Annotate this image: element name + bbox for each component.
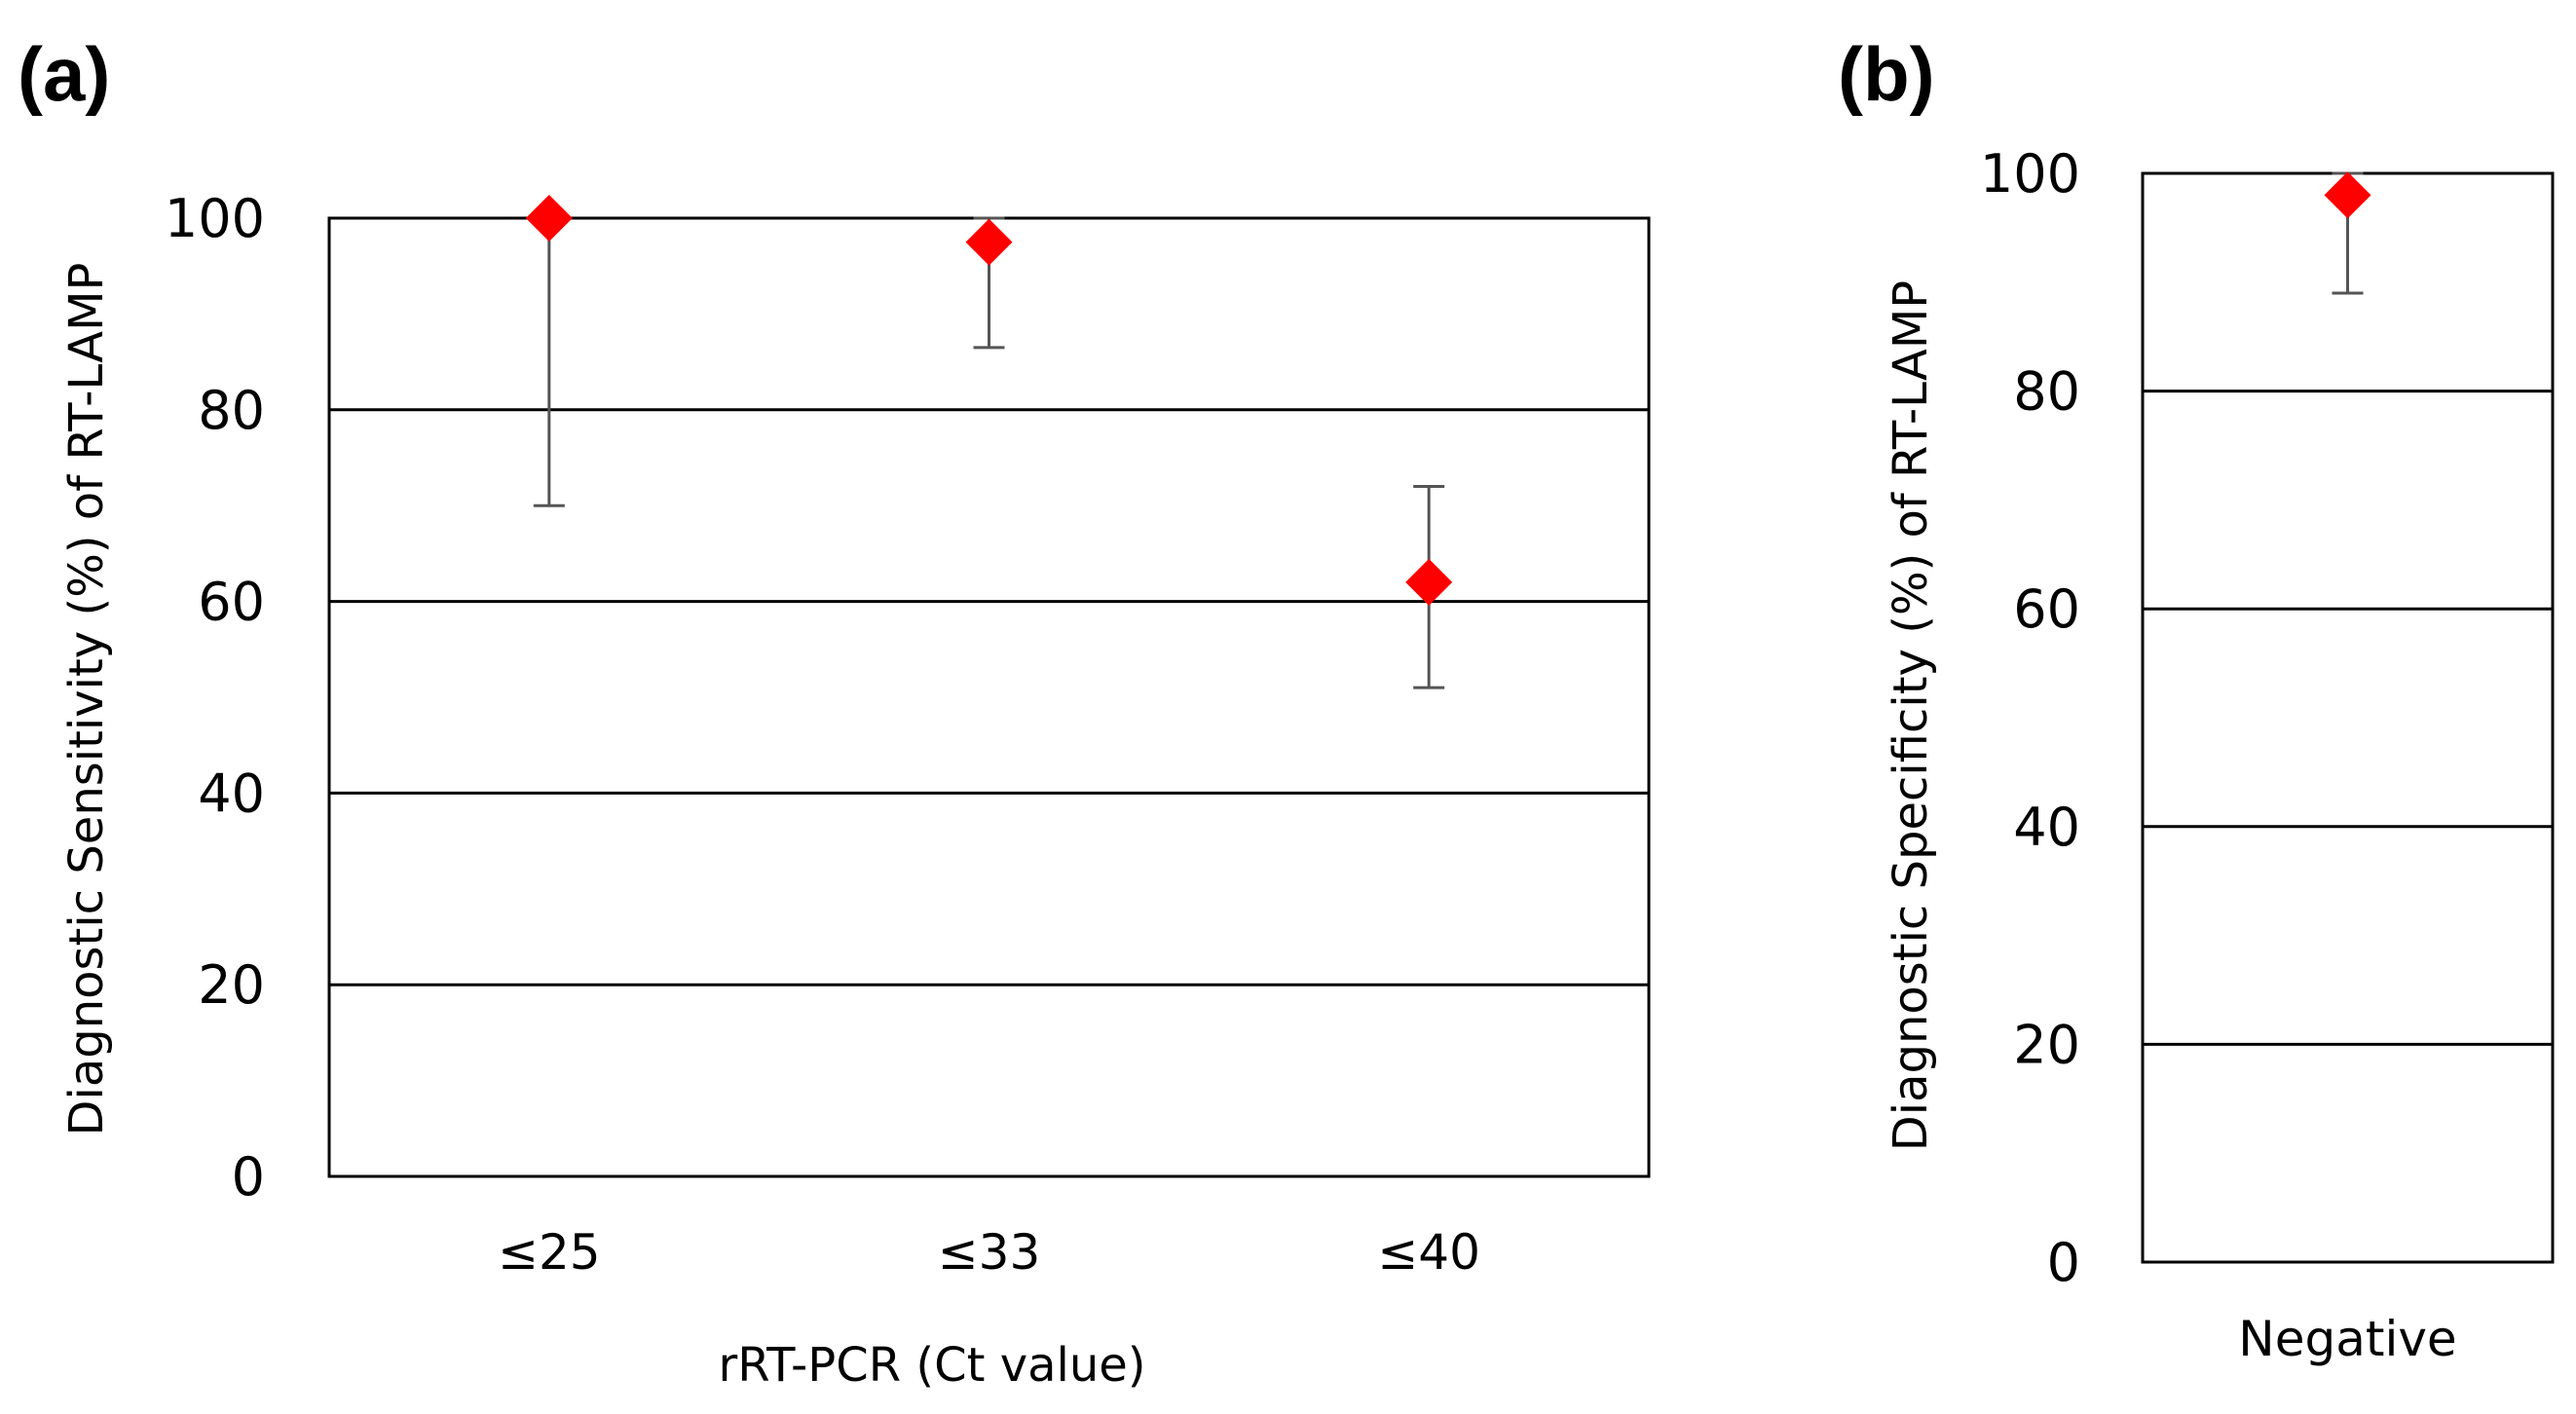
x-category-label: ≤25 — [498, 1224, 601, 1281]
data-point-marker — [2324, 171, 2371, 219]
panel-b-ylabel: Diagnostic Specificity (%) of RT-LAMP — [1884, 280, 1938, 1151]
panel-b-chart: (b) Diagnostic Specificity (%) of RT-LAM… — [1838, 31, 2555, 1367]
panel-a-plot-frame — [327, 216, 1651, 1178]
y-tick-label-20: 20 — [198, 954, 265, 1016]
panel-a-grid — [329, 408, 1649, 986]
panel-a-ylabel: Diagnostic Sensitivity (%) of RT-LAMP — [59, 263, 114, 1136]
y-tick-label-100: 100 — [165, 188, 265, 249]
panel-b-plot-frame — [2141, 171, 2555, 1264]
y-tick-label-80: 80 — [198, 380, 265, 441]
y-tick-label-40: 40 — [198, 763, 265, 824]
y-tick-label-100: 100 — [1980, 143, 2080, 205]
y-tick-label-0: 0 — [232, 1146, 265, 1208]
panel-a-chart: (a) Diagnostic Sensitivity (%) of RT-LAM… — [18, 31, 1651, 1393]
error-bar — [533, 216, 565, 507]
panel-b-label: (b) — [1838, 31, 1935, 117]
panel-b-y-ticks: 0 20 40 60 80 100 — [1980, 143, 2080, 1293]
data-point-marker — [1405, 558, 1453, 606]
y-tick-label-40: 40 — [2013, 797, 2080, 858]
panel-a-y-ticks: 0 20 40 60 80 100 — [165, 188, 265, 1208]
panel-b-x-ticks: Negative — [2238, 1311, 2456, 1367]
panel-a-x-ticks: ≤25 ≤33 ≤40 — [498, 1224, 1480, 1281]
x-category-label: Negative — [2238, 1311, 2456, 1367]
y-tick-label-0: 0 — [2047, 1232, 2080, 1293]
data-point-marker — [525, 195, 573, 242]
y-tick-label-60: 60 — [198, 572, 265, 633]
panel-a-xlabel: rRT-PCR (Ct value) — [718, 1338, 1145, 1393]
panel-a-label: (a) — [18, 31, 110, 117]
y-tick-label-60: 60 — [2013, 578, 2080, 640]
y-tick-label-80: 80 — [2013, 361, 2080, 423]
y-tick-label-20: 20 — [2013, 1014, 2080, 1075]
x-category-label: ≤40 — [1377, 1224, 1480, 1281]
panel-b-grid — [2143, 390, 2553, 1046]
data-point-marker — [965, 218, 1013, 266]
x-category-label: ≤33 — [938, 1224, 1041, 1281]
panel-b-data-marks — [2324, 171, 2371, 295]
panel-a-data-marks — [525, 195, 1453, 689]
